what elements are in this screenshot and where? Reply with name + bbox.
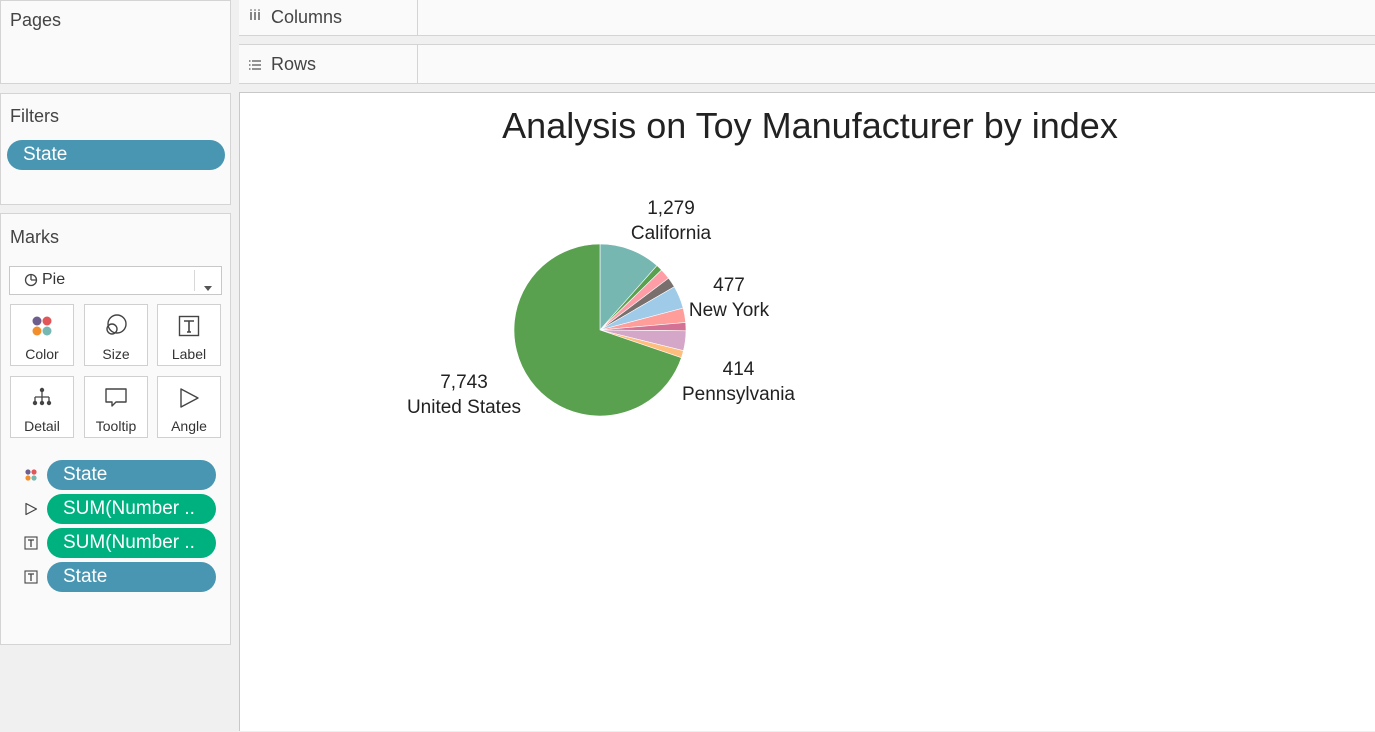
label-card-label: Label [171,346,207,362]
pages-title: Pages [10,10,62,30]
label-icon [158,313,220,339]
dropdown-divider [194,270,195,291]
size-icon [85,313,147,339]
mark-type-dropdown[interactable]: Pie [9,266,222,295]
color-icon [11,313,73,339]
marks-field-sum-angle[interactable]: SUM(Number .. [47,494,216,524]
pie-slice-california[interactable] [599,243,658,331]
rows-shelf-label: Rows [239,45,418,83]
size-card-label: Size [102,346,130,362]
color-card-label: Color [25,346,59,362]
angle-icon [23,501,39,517]
pie-label-california: 1,279 California [629,196,713,246]
marks-field-sum-label[interactable]: SUM(Number .. [47,528,216,558]
columns-label: Columns [271,7,343,27]
pie-category-california: California [630,223,712,244]
chart-title: Analysis on Toy Manufacturer by index [502,105,1118,146]
pie-label-pennsylvania: 414 Pennsylvania [681,357,796,407]
filter-pill-state[interactable]: State [7,140,225,170]
detail-card-label: Detail [24,418,60,434]
pages-panel: Pages [0,0,231,84]
mark-type-label: Pie [42,271,66,288]
columns-shelf-label: Columns [239,0,418,35]
color-icon [23,467,39,483]
angle-card-label: Angle [171,418,207,434]
pie-category-united-states: United States [406,397,522,418]
pie-slice-united-states[interactable] [513,243,682,417]
pie-value-new-york: 477 [713,275,745,296]
rows-icon [249,58,261,73]
pie-value-united-states: 7,743 [440,372,488,393]
color-card[interactable]: Color [10,304,74,366]
pie-label-united-states: 7,743 United States [403,370,525,420]
columns-icon [249,9,261,24]
tooltip-icon [85,385,147,411]
marks-field-state-color[interactable]: State [47,460,216,490]
angle-icon [158,385,220,411]
detail-icon [11,385,73,411]
chevron-down-icon[interactable] [204,278,212,296]
rows-label: Rows [271,54,317,74]
pie-value-pennsylvania: 414 [722,359,755,380]
filters-panel: Filters State [0,93,231,205]
view-canvas: Analysis on Toy Manufacturer by index 1,… [239,92,1375,731]
rows-shelf[interactable]: Rows [239,44,1375,84]
detail-card[interactable]: Detail [10,376,74,438]
tooltip-card-label: Tooltip [95,418,137,434]
tooltip-card[interactable]: Tooltip [84,376,148,438]
pie-category-pennsylvania: Pennsylvania [681,384,796,405]
angle-card[interactable]: Angle [157,376,221,438]
pie-label-new-york: 477 New York [687,273,771,323]
label-icon [23,569,39,585]
pie-category-new-york: New York [688,300,770,321]
pie-icon [24,273,38,292]
marks-panel: Marks Pie Color Size Label Detail [0,213,231,645]
marks-field-state-label[interactable]: State [47,562,216,592]
pie-value-california: 1,279 [647,198,695,219]
marks-title: Marks [10,227,59,247]
pie-chart [513,243,687,417]
filters-title: Filters [10,106,59,126]
columns-shelf[interactable]: Columns [239,0,1375,36]
label-icon [23,535,39,551]
label-card[interactable]: Label [157,304,221,366]
size-card[interactable]: Size [84,304,148,366]
